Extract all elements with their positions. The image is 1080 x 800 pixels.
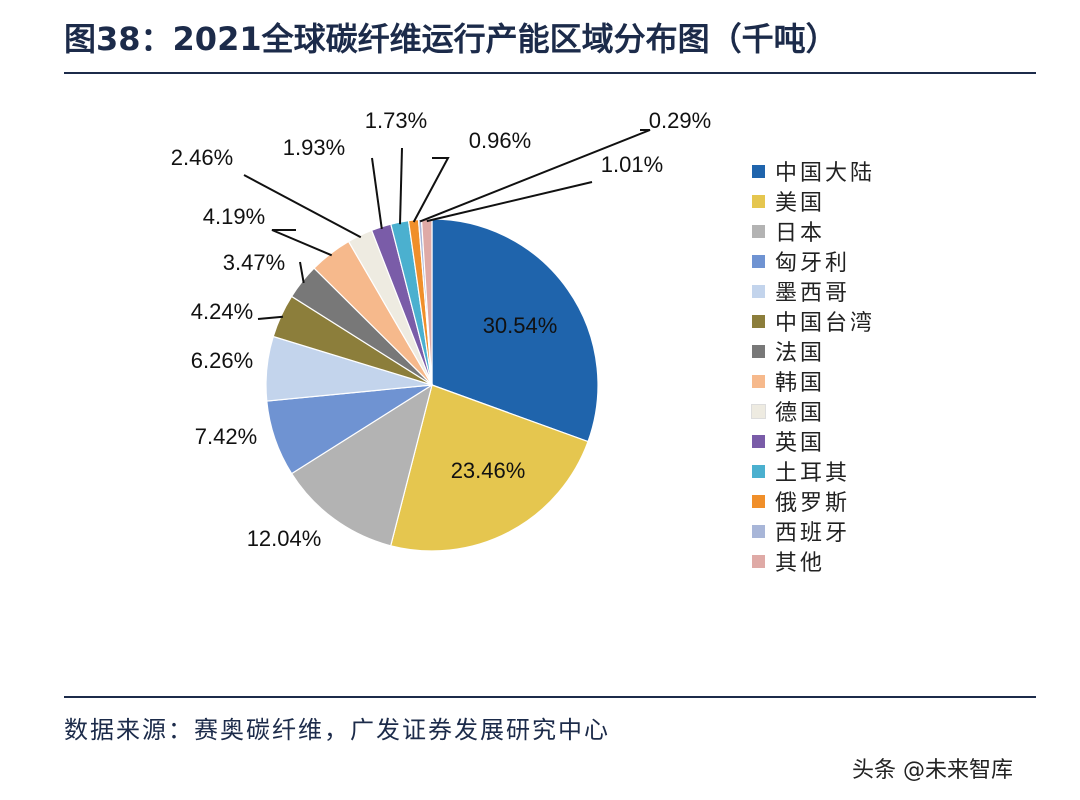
legend-swatch [752, 464, 765, 478]
legend-label: 西班牙 [775, 521, 851, 546]
chart-title: 图38：2021全球碳纤维运行产能区域分布图（千吨） [64, 20, 838, 58]
leader-line-8 [271, 229, 333, 257]
leader-line-13 [419, 129, 651, 223]
data-label-4: 7.42% [195, 424, 257, 449]
legend-item-8: 韩国 [752, 366, 875, 396]
leader-line-7 [299, 261, 305, 284]
data-label-12: 0.96% [469, 128, 531, 153]
legend-item-9: 德国 [751, 396, 875, 426]
title-divider [64, 72, 1036, 74]
legend-label: 法国 [775, 341, 826, 366]
legend-swatch [752, 434, 765, 448]
legend-item-3: 日本 [752, 216, 875, 246]
legend-swatch [752, 374, 765, 388]
pie-slice-2 [389, 384, 589, 552]
data-label-6: 4.24% [191, 299, 253, 324]
legend-label: 日本 [775, 221, 826, 246]
legend-label: 中国台湾 [775, 311, 876, 336]
data-label-14: 1.01% [601, 152, 663, 177]
data-label-13: 0.29% [649, 108, 711, 133]
legend-item-1: 中国大陆 [752, 156, 875, 186]
leader-line-10 [371, 157, 383, 230]
legend-label: 墨西哥 [775, 281, 851, 306]
legend-swatch [752, 554, 765, 568]
legend-item-10: 英国 [752, 426, 875, 456]
data-label-1: 30.54% [483, 313, 558, 338]
data-label-8: 4.19% [203, 204, 265, 229]
legend-item-5: 墨西哥 [752, 276, 875, 306]
leader-line-11 [399, 147, 403, 225]
legend-label: 土耳其 [775, 461, 851, 486]
legend-swatch [752, 314, 765, 328]
data-label-9: 2.46% [171, 145, 233, 170]
legend-item-4: 匈牙利 [752, 246, 875, 276]
legend-swatch [752, 524, 765, 538]
footer-divider [64, 696, 1036, 698]
legend-item-6: 中国台湾 [752, 306, 875, 336]
legend-swatch [751, 403, 766, 419]
watermark: 头条 @未来智库 [852, 758, 1013, 783]
data-source: 数据来源：赛奥碳纤维，广发证券发展研究中心 [64, 716, 610, 744]
leader-line-14 [426, 181, 593, 223]
leader-line-6 [257, 315, 283, 320]
data-label-10: 1.93% [283, 135, 345, 160]
legend-item-14: 其他 [752, 546, 875, 576]
data-label-2: 23.46% [451, 458, 526, 483]
pie-slice-1 [431, 218, 599, 443]
legend-label: 韩国 [775, 371, 826, 396]
data-label-3: 12.04% [247, 526, 322, 551]
legend-swatch [752, 344, 765, 358]
legend-label: 德国 [775, 401, 826, 426]
chart-legend: 中国大陆美国日本匈牙利墨西哥中国台湾法国韩国德国英国土耳其俄罗斯西班牙其他 [751, 156, 875, 576]
legend-item-2: 美国 [752, 186, 875, 216]
legend-label: 其他 [775, 551, 826, 576]
legend-swatch [752, 194, 765, 208]
legend-item-11: 土耳其 [752, 456, 875, 486]
data-label-5: 6.26% [191, 348, 253, 373]
legend-item-7: 法国 [752, 336, 875, 366]
data-label-11: 1.73% [365, 108, 427, 133]
leader-line-12 [412, 157, 450, 223]
legend-label: 俄罗斯 [775, 491, 851, 516]
legend-item-12: 俄罗斯 [752, 486, 875, 516]
pie-slice-3 [290, 383, 433, 547]
legend-swatch [752, 494, 765, 508]
legend-item-13: 西班牙 [752, 516, 875, 546]
legend-swatch [752, 254, 765, 268]
leader-line-9 [243, 174, 362, 239]
legend-label: 匈牙利 [775, 251, 851, 276]
data-label-7: 3.47% [223, 250, 285, 275]
legend-swatch [752, 224, 765, 238]
legend-swatch [752, 164, 765, 178]
legend-label: 美国 [775, 191, 826, 216]
legend-label: 英国 [775, 431, 826, 456]
legend-label: 中国大陆 [775, 161, 876, 186]
legend-swatch [752, 284, 765, 298]
